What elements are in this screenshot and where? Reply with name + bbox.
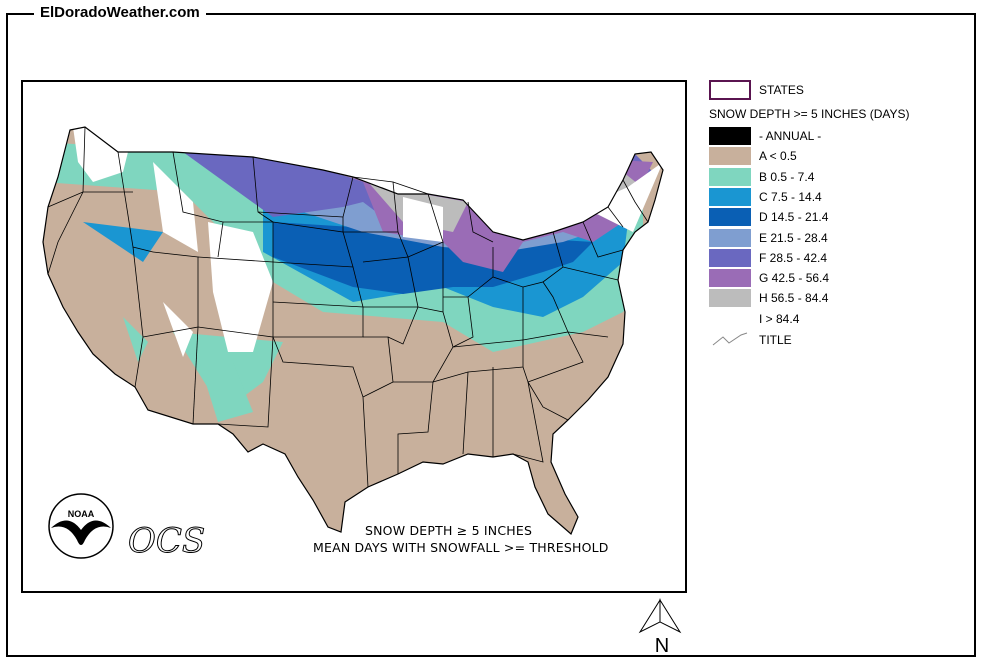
site-title: ElDoradoWeather.com bbox=[34, 4, 206, 21]
legend-class-label: F 28.5 - 42.4 bbox=[759, 250, 828, 265]
legend-swatch bbox=[709, 289, 751, 308]
snow-depth-map: NOAA OCS bbox=[42, 126, 664, 562]
legend-swatch bbox=[709, 167, 751, 186]
map-caption-line1: SNOW DEPTH ≥ 5 INCHES bbox=[365, 523, 533, 538]
legend-class-label: G 42.5 - 56.4 bbox=[759, 271, 830, 286]
map-caption-line2: MEAN DAYS WITH SNOWFALL >= THRESHOLD bbox=[313, 540, 609, 555]
legend-class-label: A < 0.5 bbox=[759, 149, 797, 164]
title-line-icon bbox=[712, 332, 748, 346]
legend-row-class: F 28.5 - 42.4 bbox=[709, 248, 827, 268]
ocs-logo: OCS bbox=[128, 521, 205, 561]
map-panel: NOAA OCS SNOW DEPTH ≥ 5 INCHES MEAN DAYS… bbox=[21, 80, 687, 593]
legend-row-class: C 7.5 - 14.4 bbox=[709, 187, 822, 207]
legend-swatch bbox=[709, 269, 751, 288]
legend-class-label: - ANNUAL - bbox=[759, 129, 822, 143]
legend-header: SNOW DEPTH >= 5 INCHES (DAYS) bbox=[709, 107, 910, 121]
legend-row-class: H 56.5 - 84.4 bbox=[709, 288, 828, 308]
legend-class-label: B 0.5 - 7.4 bbox=[759, 169, 815, 184]
legend-swatch bbox=[709, 208, 751, 227]
outer-frame bbox=[6, 13, 976, 657]
legend-row-class: E 21.5 - 28.4 bbox=[709, 228, 828, 248]
legend-swatch bbox=[709, 127, 751, 145]
map-caption: SNOW DEPTH ≥ 5 INCHES MEAN DAYS WITH SNO… bbox=[313, 522, 609, 556]
snow-depth-zones bbox=[43, 127, 663, 534]
legend-class-label: C 7.5 - 14.4 bbox=[759, 189, 822, 204]
legend-row-title: TITLE bbox=[709, 330, 792, 350]
legend-states-label: STATES bbox=[759, 83, 804, 97]
legend-class-label: E 21.5 - 28.4 bbox=[759, 230, 828, 245]
legend-title-label: TITLE bbox=[759, 333, 792, 347]
legend-swatch bbox=[709, 147, 751, 166]
states-swatch bbox=[709, 80, 751, 100]
legend-swatch bbox=[709, 228, 751, 247]
legend-row-class: D 14.5 - 21.4 bbox=[709, 207, 828, 227]
legend-swatch bbox=[709, 187, 751, 206]
zone-i-mountains bbox=[73, 127, 663, 357]
legend-row-states: STATES bbox=[709, 80, 804, 100]
legend-class-label: I > 84.4 bbox=[759, 311, 800, 326]
north-arrow-icon: N bbox=[638, 598, 682, 656]
legend-row-class: B 0.5 - 7.4 bbox=[709, 167, 814, 187]
legend-swatch bbox=[709, 248, 751, 267]
legend-swatch bbox=[709, 309, 751, 328]
legend-row-class: I > 84.4 bbox=[709, 309, 799, 329]
legend-row-class: G 42.5 - 56.4 bbox=[709, 268, 829, 288]
north-label: N bbox=[655, 635, 669, 656]
noaa-logo-text: NOAA bbox=[68, 509, 95, 519]
legend-row-class: - ANNUAL - bbox=[709, 126, 821, 146]
zone-b-southwest bbox=[123, 317, 253, 422]
noaa-logo: NOAA bbox=[48, 493, 114, 559]
legend-class-label: H 56.5 - 84.4 bbox=[759, 291, 829, 306]
legend-class-label: D 14.5 - 21.4 bbox=[759, 210, 829, 225]
state-boundaries bbox=[42, 126, 664, 536]
legend-row-class: A < 0.5 bbox=[709, 146, 797, 166]
